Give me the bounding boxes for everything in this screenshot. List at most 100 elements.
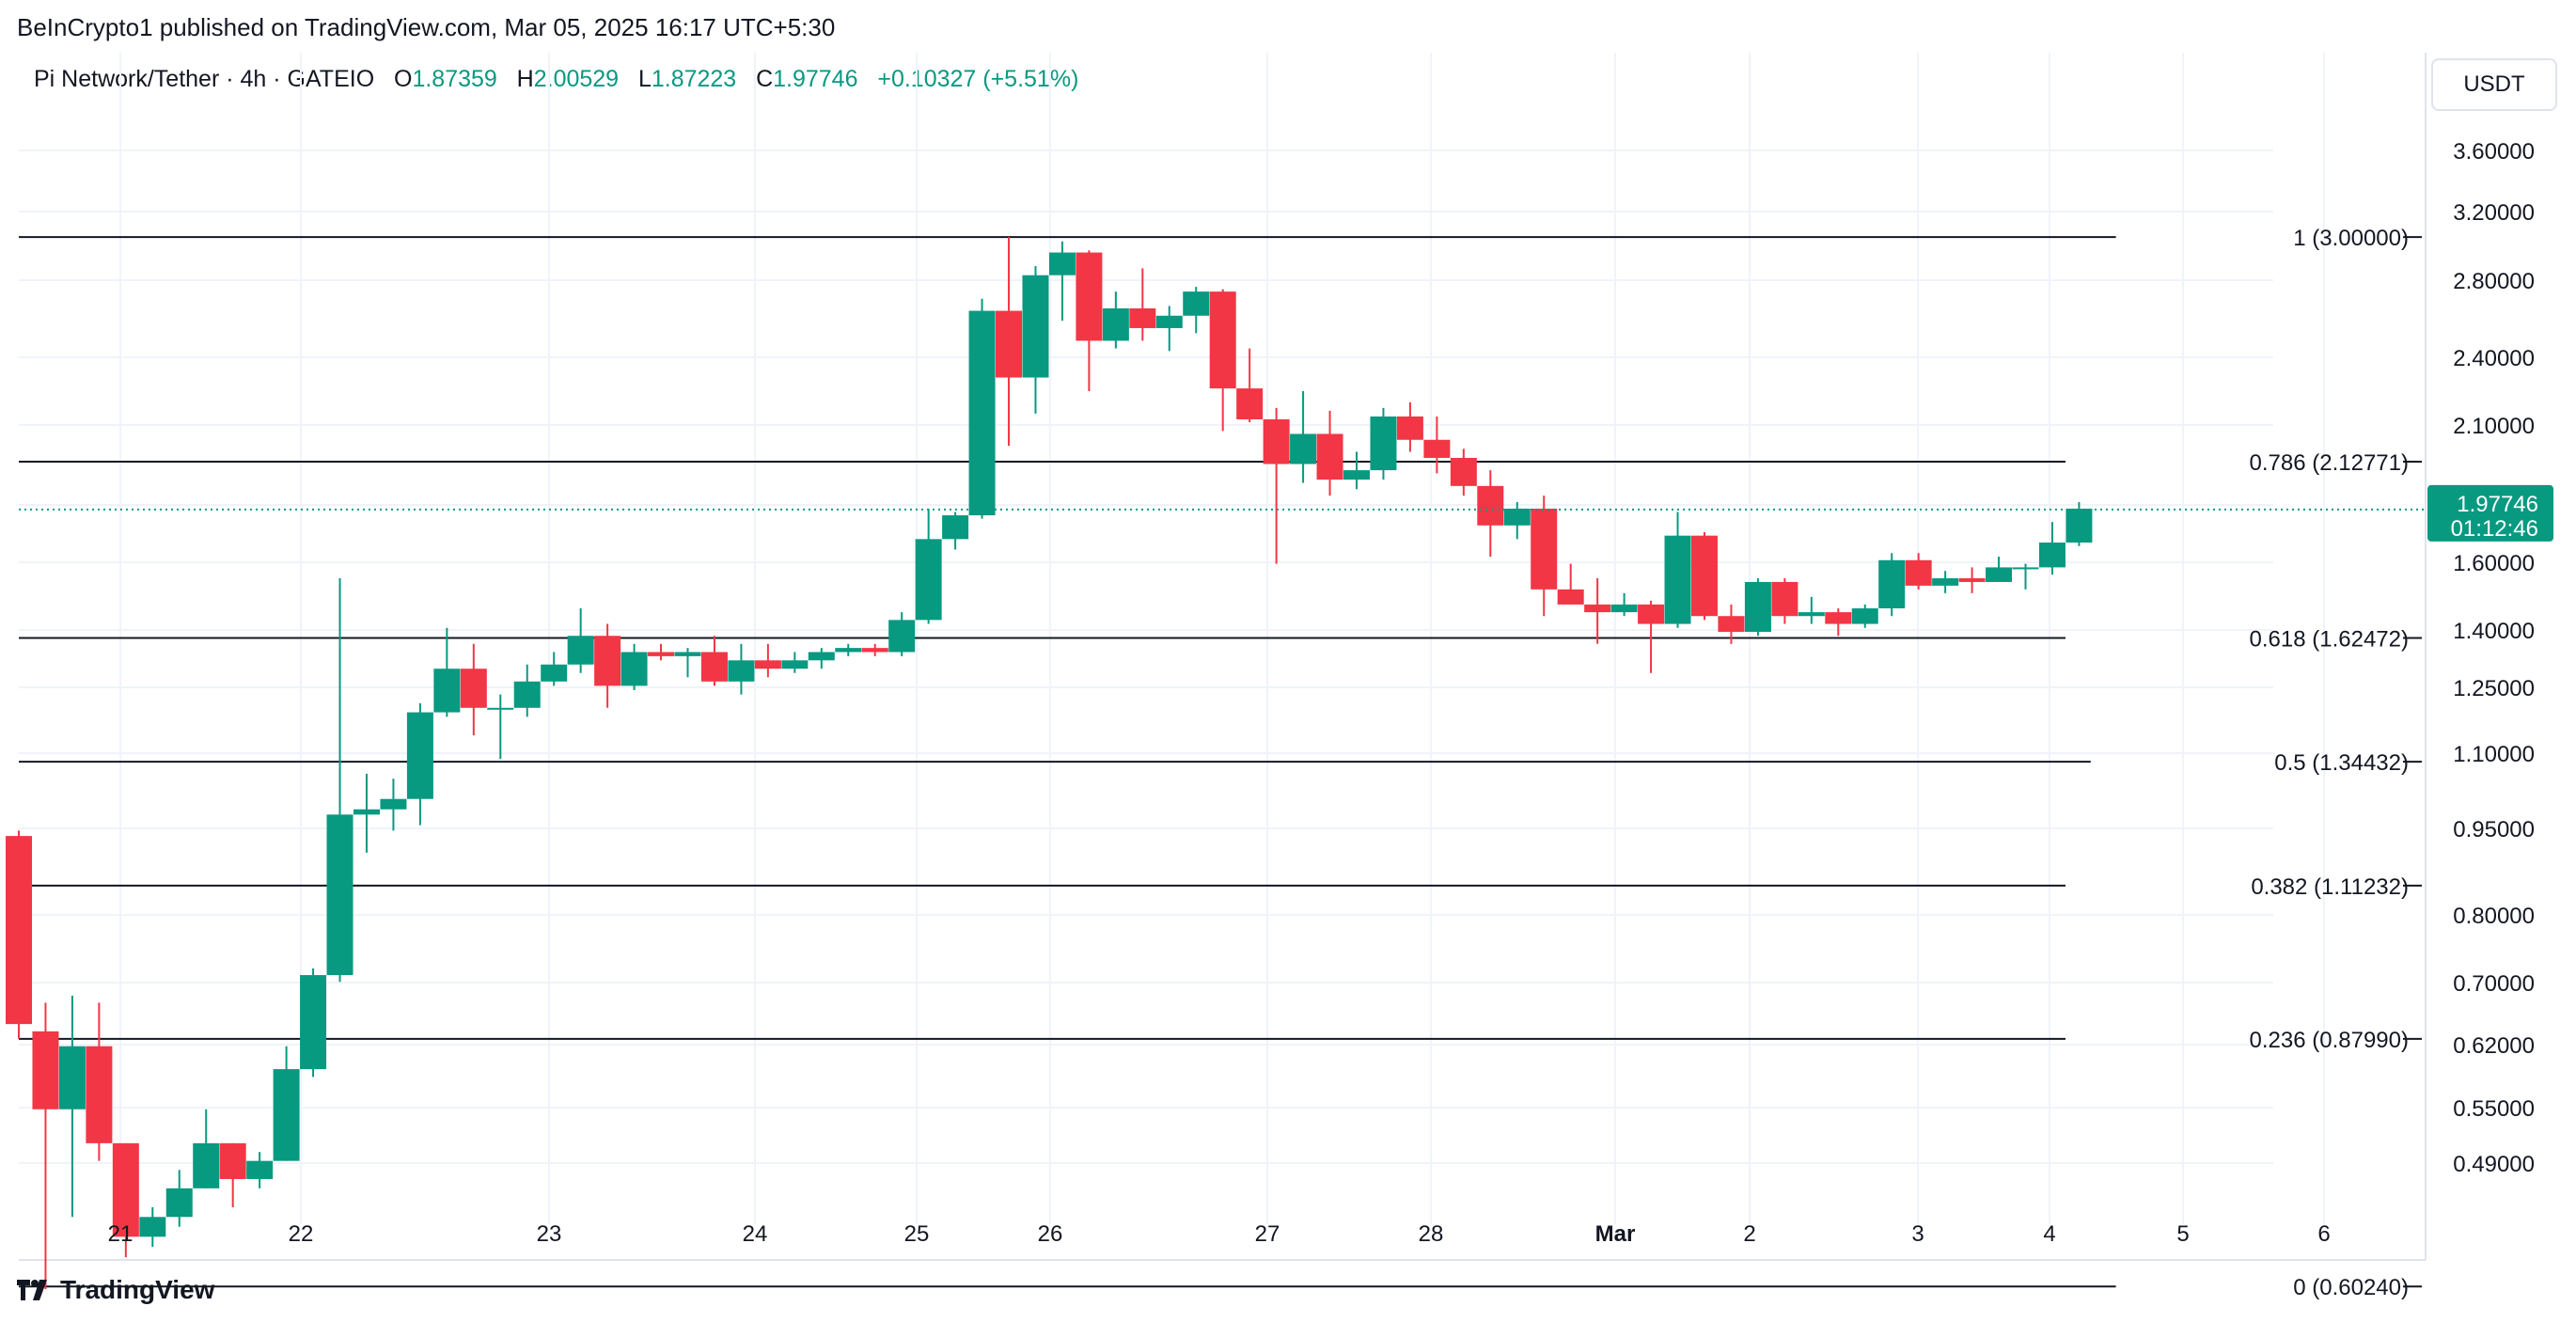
candle-down bbox=[1905, 553, 1932, 590]
candle-body bbox=[594, 636, 621, 686]
candle-body bbox=[567, 636, 594, 665]
candle-up bbox=[1798, 596, 1825, 624]
candle-up bbox=[406, 703, 433, 826]
candle-up bbox=[139, 1206, 166, 1248]
candle-up bbox=[1155, 306, 1183, 352]
candle-body bbox=[353, 809, 380, 815]
candle-body bbox=[165, 1188, 193, 1218]
time-axis: 21 22 23 24 25 26 27 28 Mar 2 3 4 5 6 bbox=[108, 1221, 2331, 1247]
candle-down bbox=[1771, 578, 1798, 624]
x-tick-label: 28 bbox=[1419, 1221, 1444, 1247]
candle-up bbox=[1932, 571, 1959, 593]
candle-up bbox=[915, 509, 942, 624]
candle-body bbox=[273, 1069, 300, 1161]
y-tick-label: 0.70000 bbox=[2453, 971, 2535, 997]
tradingview-logo[interactable]: TradingView bbox=[17, 1275, 214, 1305]
candle-body bbox=[1557, 589, 1584, 605]
candle-body bbox=[513, 681, 541, 708]
y-tick-label: 2.10000 bbox=[2453, 414, 2535, 439]
candle-body bbox=[1450, 457, 1477, 486]
candle-body bbox=[1771, 581, 1798, 617]
candle-body bbox=[1290, 433, 1317, 464]
candle-up bbox=[1022, 265, 1049, 414]
candle-up bbox=[781, 652, 809, 673]
y-tick-label: 0.80000 bbox=[2453, 904, 2535, 929]
candle-body bbox=[1343, 470, 1370, 480]
fib-level-label: 0.236 (0.87990) bbox=[2250, 1028, 2409, 1053]
candle-up bbox=[1878, 553, 1906, 617]
y-tick-label: 2.40000 bbox=[2453, 346, 2535, 371]
y-tick-label: 1.40000 bbox=[2453, 619, 2535, 644]
candle-up bbox=[380, 779, 407, 831]
candle-down bbox=[1316, 410, 1343, 496]
x-tick-label: 3 bbox=[1911, 1221, 1924, 1247]
candle-body bbox=[648, 652, 675, 656]
candle-up bbox=[1851, 604, 1878, 628]
candle-body bbox=[1958, 578, 1986, 582]
currency-selector[interactable]: USDT bbox=[2431, 58, 2557, 111]
candle-down bbox=[754, 643, 781, 678]
candle-down bbox=[1236, 348, 1264, 423]
candle-body bbox=[6, 836, 32, 1025]
high-value: 2.00529 bbox=[533, 66, 620, 92]
candle-body bbox=[1022, 275, 1049, 378]
candle-body bbox=[193, 1142, 220, 1188]
candle-down bbox=[460, 643, 487, 735]
x-tick-label: 27 bbox=[1255, 1221, 1280, 1247]
high-label: H bbox=[516, 66, 534, 92]
candle-body bbox=[1423, 439, 1451, 458]
candle-body bbox=[1638, 604, 1665, 624]
candle-body bbox=[888, 620, 916, 653]
candle-body bbox=[861, 648, 888, 653]
y-tick-label: 3.60000 bbox=[2453, 139, 2535, 165]
candle-body bbox=[1316, 433, 1343, 480]
y-tick-label: 3.20000 bbox=[2453, 200, 2535, 226]
x-tick-label: 6 bbox=[2317, 1221, 2330, 1247]
candle-body bbox=[2012, 567, 2039, 570]
candle-body bbox=[406, 712, 433, 799]
candle-up bbox=[567, 607, 594, 673]
y-tick-label: 0.49000 bbox=[2453, 1152, 2535, 1177]
candle-up bbox=[968, 298, 996, 519]
fib-level-label: 1 (3.00000) bbox=[2293, 226, 2409, 251]
candle-body bbox=[541, 664, 568, 682]
candle-body bbox=[1183, 291, 1210, 316]
candle-body bbox=[86, 1046, 113, 1143]
candle-body bbox=[1263, 418, 1290, 464]
tradingview-brand: TradingView bbox=[60, 1275, 215, 1304]
x-tick-label: 4 bbox=[2043, 1221, 2055, 1247]
candle-body bbox=[942, 515, 969, 540]
candle-up bbox=[1744, 578, 1771, 637]
candle-body bbox=[1986, 567, 2013, 582]
candle-down bbox=[1718, 604, 1745, 644]
candle-body bbox=[1610, 604, 1638, 613]
candle-up bbox=[1610, 592, 1638, 617]
candle-body bbox=[1076, 252, 1103, 341]
candle-up bbox=[273, 1046, 300, 1161]
tradingview-logo-icon bbox=[17, 1280, 47, 1300]
candle-down bbox=[1958, 567, 1986, 593]
candle-down bbox=[6, 830, 32, 1039]
x-tick-label: Mar bbox=[1595, 1221, 1636, 1247]
candle-up bbox=[541, 652, 568, 686]
candle-up bbox=[433, 627, 461, 717]
open-value: 1.87359 bbox=[412, 66, 497, 92]
candle-body bbox=[754, 660, 781, 669]
change-value: +0.10327 (+5.51%) bbox=[877, 66, 1079, 92]
open-label: O bbox=[393, 66, 413, 92]
candle-down bbox=[1263, 407, 1290, 564]
candle-body bbox=[674, 652, 701, 656]
y-tick-label: 0.95000 bbox=[2453, 817, 2535, 842]
symbol-title[interactable]: Pi Network/Tether · 4h · GATEIO bbox=[34, 66, 375, 92]
candle-up bbox=[2038, 522, 2066, 575]
candle-up bbox=[1503, 502, 1531, 540]
candle-down bbox=[1531, 496, 1558, 617]
candle-down bbox=[1129, 268, 1156, 341]
fib-level-label: 0.786 (2.12771) bbox=[2250, 450, 2409, 476]
candle-up bbox=[835, 643, 862, 656]
candle-up bbox=[1343, 451, 1370, 490]
candle-down bbox=[1638, 600, 1665, 673]
candle-body bbox=[1690, 535, 1718, 617]
